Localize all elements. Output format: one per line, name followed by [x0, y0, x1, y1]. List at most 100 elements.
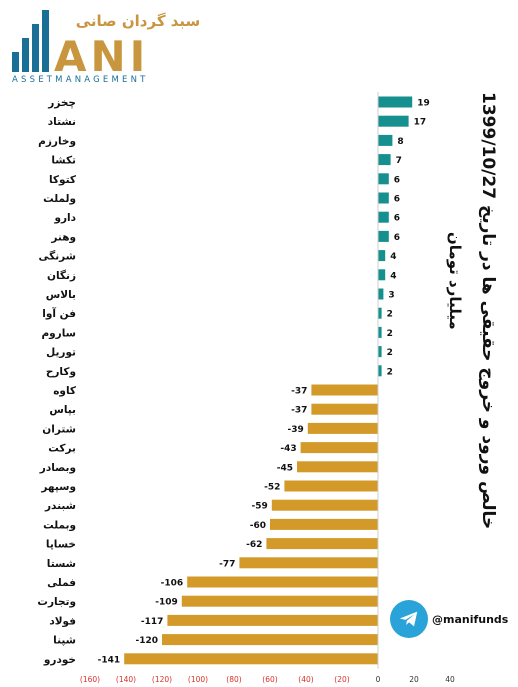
x-tick-label: 0 — [376, 675, 381, 684]
bar — [378, 173, 389, 185]
category-label: بالاس — [46, 289, 76, 301]
data-label: -77 — [219, 559, 235, 569]
chart-title: خالص ورود و خروج حقیقی ها در تاریخ 1399/… — [478, 92, 498, 530]
chart-unit-label: میلیارد تومان — [446, 232, 464, 330]
data-label: -120 — [135, 636, 158, 646]
data-label: 7 — [396, 156, 402, 166]
category-label: وتجارت — [37, 596, 76, 608]
logo-bars-icon — [12, 10, 49, 72]
category-label: ولملت — [43, 193, 76, 205]
data-label: -52 — [264, 483, 280, 493]
chart-title-block: خالص ورود و خروج حقیقی ها در تاریخ 1399/… — [420, 92, 510, 529]
logo: سبد گردان صانی ANI ASSETMANAGEMENT — [12, 10, 200, 85]
category-label: شپنا — [53, 635, 76, 647]
telegram-icon[interactable] — [390, 600, 428, 638]
x-tick-label: 20 — [409, 675, 419, 684]
bar — [378, 96, 413, 108]
telegram-handle[interactable]: @manifunds — [432, 612, 509, 626]
bar — [307, 422, 378, 434]
category-label: خساپا — [46, 539, 76, 551]
data-label: 6 — [394, 195, 400, 205]
category-labels: چخزر نشتاد وخارزم تکشا کتوکا ولملت دارو وهنر شرن… — [37, 97, 76, 666]
category-label: تکشا — [51, 155, 76, 167]
data-label: 2 — [387, 367, 393, 377]
category-label: کتوکا — [49, 174, 77, 186]
bar — [378, 269, 386, 281]
category-label: شبندر — [44, 500, 76, 512]
bar — [378, 365, 382, 377]
bar — [378, 230, 389, 242]
data-label: -43 — [280, 444, 296, 454]
x-tick-label: 40 — [445, 675, 455, 684]
category-label: دارو — [53, 212, 76, 224]
category-label: وکارح — [46, 366, 76, 378]
bar — [297, 461, 378, 473]
data-label: 8 — [397, 137, 403, 147]
data-label: 2 — [387, 348, 393, 358]
category-label: زنگان — [47, 269, 76, 282]
bar — [271, 499, 378, 511]
category-label: وبملت — [43, 519, 76, 531]
telegram-badge[interactable]: @manifunds — [390, 600, 508, 638]
data-label: -37 — [291, 406, 307, 416]
data-label: 17 — [414, 118, 427, 128]
x-tick-label: (100) — [188, 675, 208, 684]
data-label: 4 — [390, 271, 396, 281]
bar — [124, 653, 378, 665]
data-label: 6 — [394, 175, 400, 185]
bar — [162, 634, 378, 646]
data-label: 2 — [387, 329, 393, 339]
category-label: توریل — [46, 347, 76, 359]
data-label: 4 — [390, 252, 396, 262]
data-label: -45 — [277, 463, 293, 473]
category-label: خودرو — [43, 654, 76, 666]
bar — [378, 326, 382, 338]
category-label: برکت — [48, 443, 76, 455]
x-axis-ticks: (160) (140) (120) (100) (80) (60) (40) (20) 0 20 4… — [80, 675, 455, 684]
data-label: -117 — [141, 617, 164, 627]
bar — [378, 346, 382, 358]
category-label: نشتاد — [48, 116, 76, 128]
category-label: چخزر — [47, 97, 76, 109]
bar — [378, 115, 409, 127]
bar — [378, 307, 382, 319]
data-label: -62 — [246, 540, 262, 550]
category-label: وبصادر — [39, 462, 76, 474]
x-tick-label: (40) — [298, 675, 313, 684]
bar — [167, 614, 378, 626]
bar — [181, 595, 378, 607]
category-label: وخارزم — [38, 135, 76, 147]
data-label: 2 — [387, 310, 393, 320]
category-label: کاوه — [53, 385, 77, 397]
bar — [187, 576, 378, 588]
bar — [378, 192, 389, 204]
bar — [378, 288, 384, 300]
category-label: شتران — [42, 423, 76, 435]
data-label: -39 — [288, 425, 304, 435]
bar — [378, 250, 386, 262]
data-labels: 19 17 8 7 6 6 6 6 4 4 3 2 2 2 2 -37 -37 -39 -43 -45 -52 -59 -6… — [98, 99, 430, 666]
category-label: فن آوا — [42, 307, 76, 320]
bar — [311, 384, 378, 396]
category-label: شستا — [47, 558, 76, 570]
bar — [266, 538, 378, 550]
bar — [311, 403, 378, 415]
data-label: 6 — [394, 233, 400, 243]
data-label: -60 — [250, 521, 266, 531]
data-label: -106 — [161, 579, 184, 589]
bars-layer — [124, 92, 413, 669]
data-label: -109 — [155, 598, 178, 608]
category-label: ساروم — [41, 327, 76, 339]
data-label: -59 — [252, 502, 268, 512]
bar — [239, 557, 378, 569]
x-tick-label: (120) — [152, 675, 172, 684]
category-label: شرنگی — [38, 250, 76, 263]
data-label: -141 — [98, 655, 121, 665]
category-label: بپاس — [49, 404, 76, 416]
logo-letters: ANI — [54, 32, 149, 81]
bar — [284, 480, 378, 492]
bar — [378, 211, 389, 223]
category-label: وهنر — [50, 231, 76, 243]
bar — [300, 442, 378, 454]
